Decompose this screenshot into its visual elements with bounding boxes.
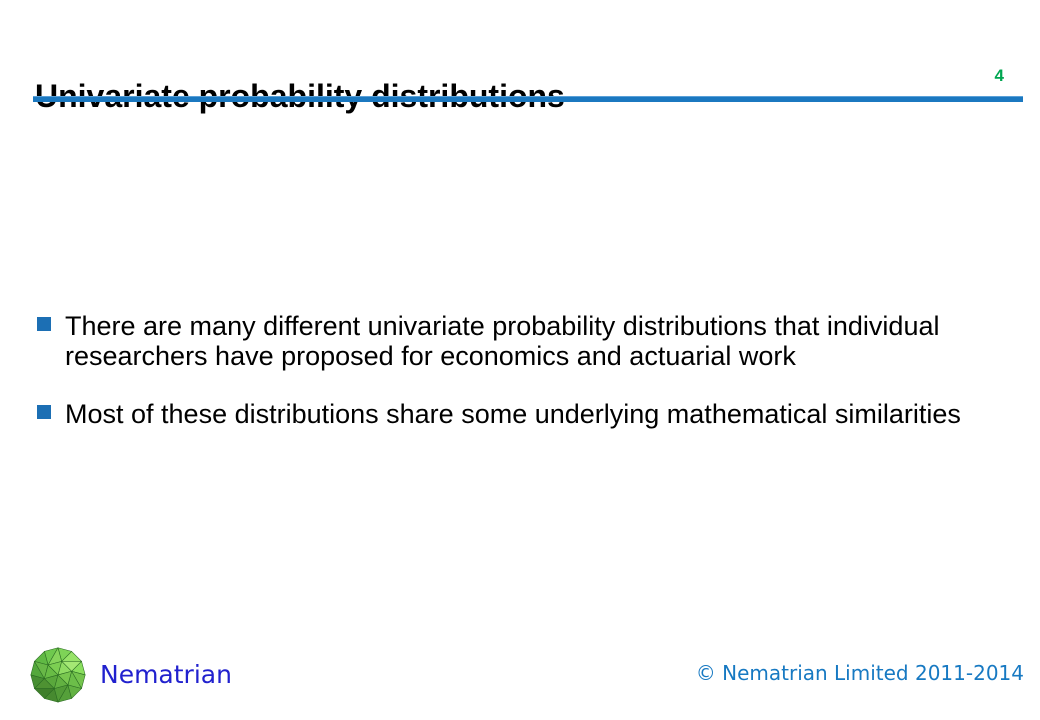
brand-name: Nematrian [100,659,232,689]
bullet-item: Most of these distributions share some u… [37,399,1020,429]
nematrian-polyhedron-logo-icon [30,647,86,703]
bullet-square-icon [37,317,51,331]
bullet-text: There are many different univariate prob… [65,311,939,371]
bullet-text-line: Most of these distributions share some u… [65,399,961,429]
footer-brand: Nematrian [28,642,232,706]
bullet-text-line: researchers have proposed for economics … [65,341,796,371]
page-number: 4 [994,66,1004,85]
bullet-item: There are many different univariate prob… [37,311,1020,371]
title-divider-rule [33,96,1023,102]
bullet-list: There are many different univariate prob… [37,311,1020,457]
copyright-notice: © Nematrian Limited 2011-2014 [695,661,1024,685]
bullet-square-icon [37,405,51,419]
bullet-text-line: There are many different univariate prob… [65,311,940,341]
bullet-text: Most of these distributions share some u… [65,399,961,429]
